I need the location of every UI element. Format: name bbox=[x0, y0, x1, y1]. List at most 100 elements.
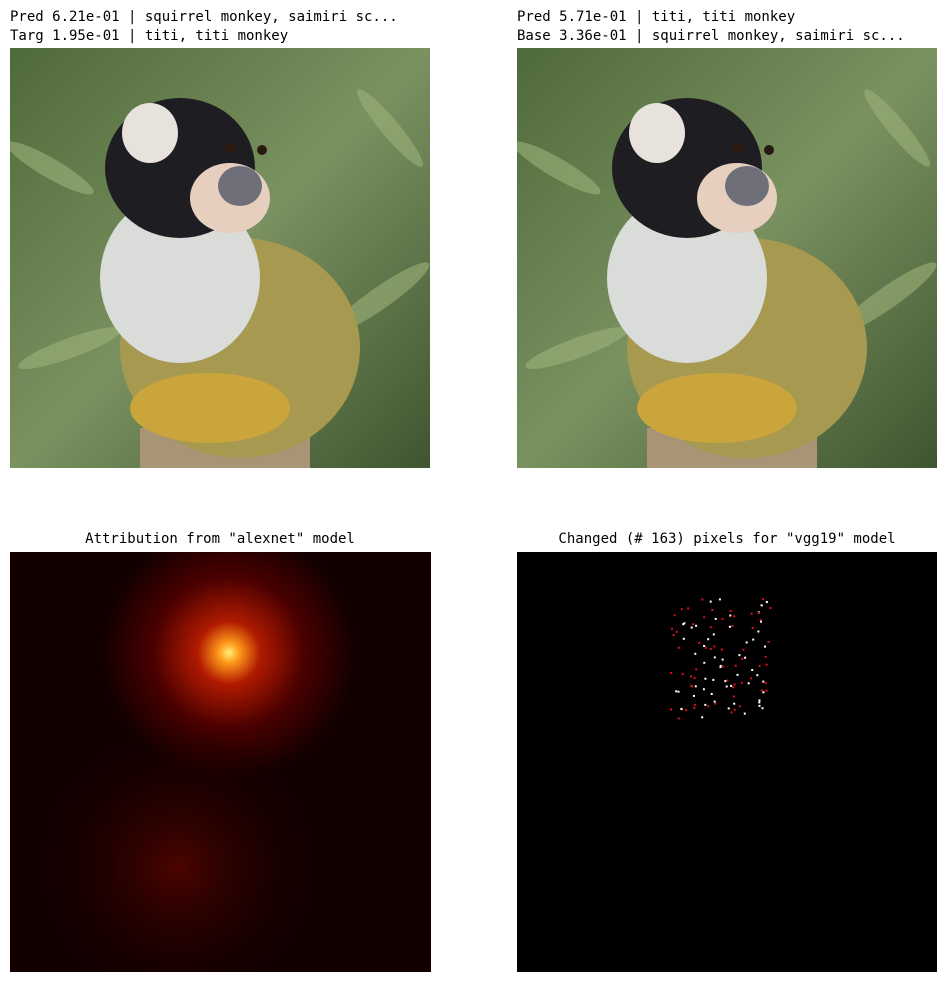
changed-pixel bbox=[742, 648, 745, 651]
changed-pixel bbox=[745, 641, 748, 644]
changed-pixel bbox=[681, 673, 684, 676]
changed-pixel bbox=[683, 622, 686, 625]
changed-pixel bbox=[672, 633, 675, 636]
changed-pixel bbox=[690, 626, 693, 629]
changed-pixel bbox=[761, 707, 764, 710]
changed-pixel bbox=[765, 601, 768, 603]
changed-pixel bbox=[680, 608, 683, 611]
changed-pixel bbox=[703, 661, 706, 664]
changed-pixel bbox=[704, 703, 707, 706]
changed-pixel bbox=[764, 682, 767, 684]
changed-pixel bbox=[709, 648, 712, 650]
changed-pixel bbox=[758, 704, 761, 707]
changed-pixel bbox=[733, 708, 736, 711]
panel-title: Base 3.36e-01 | squirrel monkey, saimiri… bbox=[517, 28, 905, 44]
changed-pixel bbox=[682, 637, 685, 640]
changed-pixel bbox=[728, 625, 731, 628]
panel-title: Pred 5.71e-01 | titi, titi monkey bbox=[517, 9, 795, 25]
panel-title: Pred 6.21e-01 | squirrel monkey, saimiri… bbox=[10, 9, 398, 25]
changed-pixel bbox=[762, 691, 765, 694]
panel-title: Changed (# 163) pixels for "vgg19" model bbox=[558, 531, 895, 547]
changed-pixel bbox=[740, 681, 743, 684]
changed-pixel bbox=[758, 699, 761, 702]
changed-pixel bbox=[743, 712, 746, 715]
changed-pixel bbox=[698, 641, 701, 644]
changed-pixel bbox=[738, 705, 741, 708]
changed-pixel bbox=[677, 690, 680, 693]
changed-pixel bbox=[703, 645, 706, 647]
changed-pixel bbox=[707, 638, 710, 641]
changed-pixel bbox=[670, 708, 672, 711]
changed-pixel bbox=[733, 683, 736, 686]
changed-pixel bbox=[673, 614, 676, 617]
original-image bbox=[10, 48, 430, 468]
changed-pixel bbox=[747, 682, 750, 685]
changed-pixel bbox=[764, 655, 767, 658]
perturbed-image bbox=[517, 48, 937, 468]
changed-pixel bbox=[733, 615, 736, 618]
changed-pixel bbox=[758, 701, 761, 704]
changed-pixel bbox=[730, 684, 733, 687]
changed-pixel bbox=[738, 654, 741, 657]
changed-pixel bbox=[693, 703, 696, 706]
changed-pixel bbox=[690, 675, 692, 678]
changed-pixel bbox=[713, 645, 716, 648]
changed-pixel bbox=[732, 695, 735, 698]
panel-title: Targ 1.95e-01 | titi, titi monkey bbox=[10, 28, 288, 44]
changed-pixel bbox=[725, 685, 728, 688]
changed-pixel bbox=[731, 625, 734, 627]
changed-pixel bbox=[750, 677, 753, 680]
changed-pixel bbox=[751, 627, 754, 629]
changed-pixel bbox=[709, 600, 712, 603]
changed-pixel bbox=[712, 678, 715, 681]
changed-pixel bbox=[714, 617, 717, 620]
changed-pixel bbox=[694, 685, 697, 688]
changed-pixel bbox=[713, 656, 716, 659]
changed-pixel bbox=[709, 626, 712, 629]
changed-pixel bbox=[694, 652, 697, 655]
changed-pixel bbox=[756, 674, 759, 677]
changed-pixel bbox=[729, 610, 732, 612]
changed-pixel bbox=[760, 689, 763, 692]
changed-pixel bbox=[687, 607, 690, 610]
changed-pixel bbox=[720, 648, 723, 651]
changed-pixel bbox=[701, 716, 704, 719]
changed-pixel bbox=[718, 598, 721, 601]
changed-pixel bbox=[733, 702, 736, 705]
changed-pixel bbox=[719, 666, 722, 669]
changed-pixel bbox=[703, 616, 706, 619]
changed-pixel bbox=[732, 686, 735, 689]
changed-pixel bbox=[693, 694, 695, 697]
changed-pixel bbox=[675, 630, 678, 633]
changed-pixels-map bbox=[517, 552, 937, 972]
attribution-map-lower bbox=[10, 552, 431, 972]
changed-pixel bbox=[702, 688, 705, 691]
changed-pixel bbox=[760, 620, 762, 623]
changed-pixel bbox=[764, 645, 766, 648]
changed-pixel bbox=[713, 700, 716, 703]
changed-pixel bbox=[730, 711, 733, 714]
changed-pixel bbox=[762, 680, 765, 683]
changed-pixel bbox=[704, 677, 707, 680]
changed-pixel bbox=[690, 684, 693, 687]
changed-pixel bbox=[712, 633, 715, 636]
changed-pixel bbox=[693, 677, 696, 680]
changed-pixel bbox=[721, 617, 724, 620]
changed-pixel bbox=[714, 702, 717, 705]
changed-pixel bbox=[757, 630, 760, 633]
changed-pixel bbox=[726, 679, 729, 682]
changed-pixel bbox=[701, 598, 704, 601]
changed-pixel bbox=[722, 665, 725, 668]
changed-pixel bbox=[711, 609, 714, 611]
changed-pixel bbox=[670, 672, 673, 674]
changed-pixel bbox=[765, 689, 768, 692]
changed-pixel bbox=[693, 706, 696, 709]
changed-pixel bbox=[695, 624, 698, 627]
changed-pixel bbox=[682, 623, 685, 626]
changed-pixel bbox=[751, 669, 754, 671]
changed-pixel bbox=[677, 717, 680, 720]
changed-pixel bbox=[767, 640, 770, 643]
changed-pixel bbox=[769, 607, 772, 609]
